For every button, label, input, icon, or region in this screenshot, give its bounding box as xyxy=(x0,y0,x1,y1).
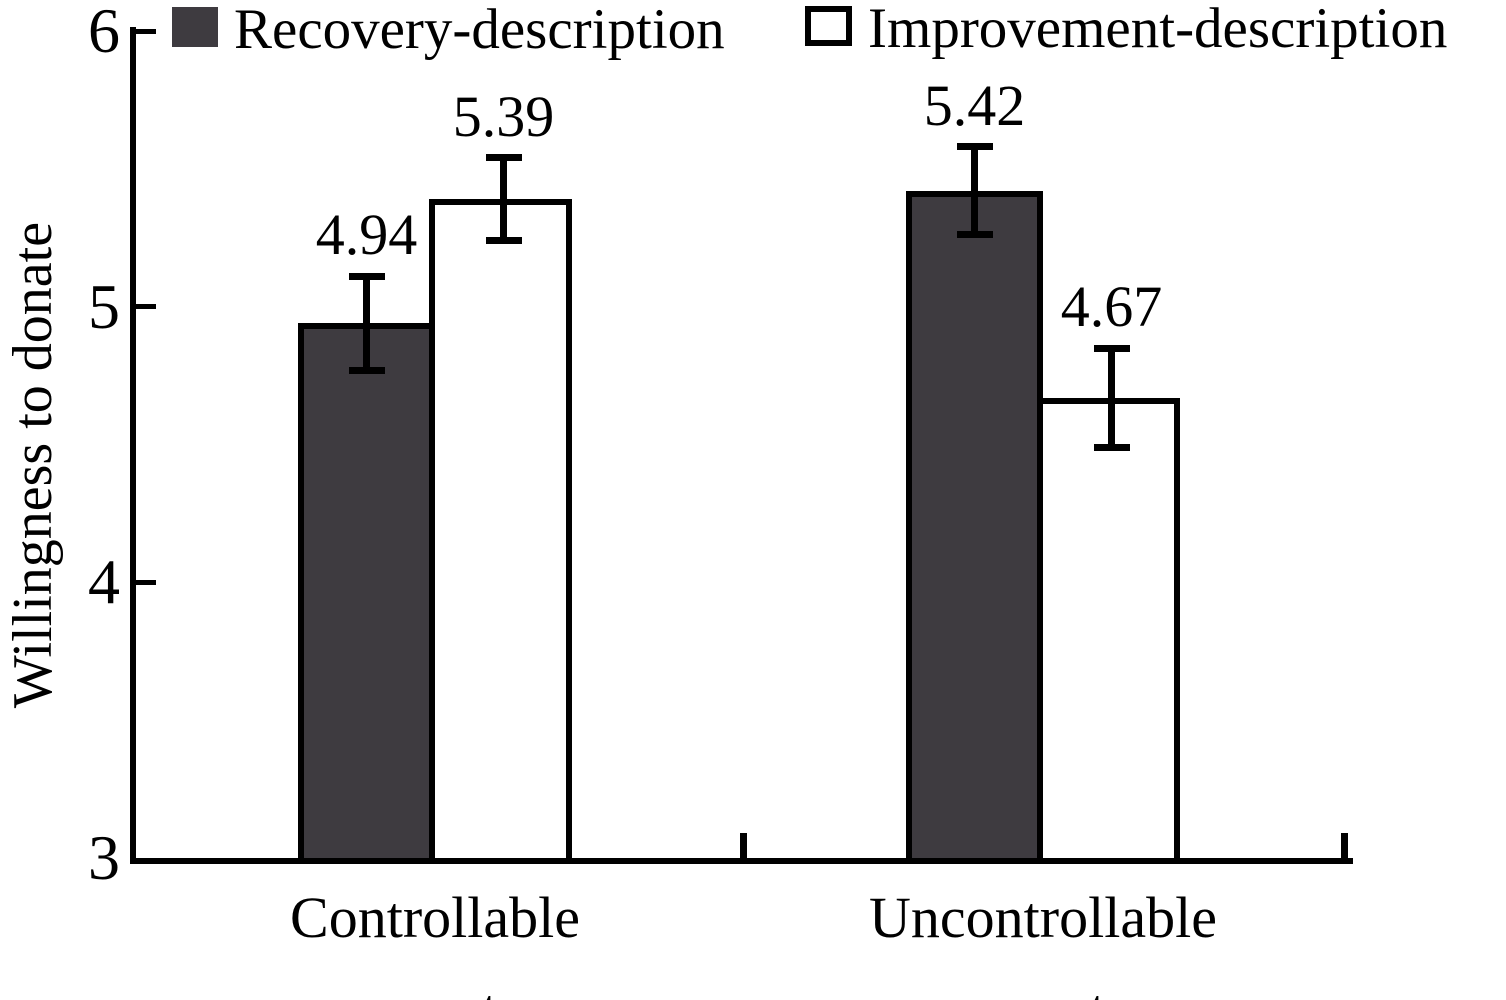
bar-recovery-description-controllable-event xyxy=(298,323,435,864)
legend-item-recovery-description: Recovery-description xyxy=(172,1,725,58)
error-cap-bottom-improvement-description-uncontrollable-event xyxy=(1093,443,1130,451)
legend-label-recovery-description: Recovery-description xyxy=(234,0,725,61)
error-cap-top-improvement-description-controllable-event xyxy=(485,154,522,162)
y-tick-5 xyxy=(136,304,156,310)
bar-improvement-description-controllable-event xyxy=(429,199,572,864)
y-tick-label-4: 4 xyxy=(88,546,120,618)
x-axis-line xyxy=(130,858,1353,864)
error-bar-recovery-description-controllable-event xyxy=(363,276,370,371)
legend-swatch-recovery-description xyxy=(172,7,218,47)
value-label-recovery-description-controllable-event: 4.94 xyxy=(315,202,418,268)
x-category-label-controllable-event: Controllableevent xyxy=(290,885,580,1000)
error-cap-top-recovery-description-controllable-event xyxy=(348,272,385,280)
error-bar-recovery-description-uncontrollable-event xyxy=(971,146,978,235)
bar-improvement-description-uncontrollable-event xyxy=(1037,397,1180,864)
y-tick-6 xyxy=(136,28,156,34)
legend-item-improvement-description: Improvement-description xyxy=(805,0,1447,57)
value-label-improvement-description-controllable-event: 5.39 xyxy=(452,83,555,149)
x-tick-2 xyxy=(1341,833,1348,858)
y-tick-4 xyxy=(136,579,156,585)
x-tick-1 xyxy=(740,833,747,858)
y-tick-label-5: 5 xyxy=(88,270,120,342)
error-bar-improvement-description-controllable-event xyxy=(500,157,507,241)
legend-swatch-improvement-description xyxy=(805,6,852,46)
value-label-recovery-description-uncontrollable-event: 5.42 xyxy=(923,72,1026,138)
y-tick-label-3: 3 xyxy=(88,822,120,893)
legend-label-improvement-description: Improvement-description xyxy=(868,0,1448,60)
error-cap-top-improvement-description-uncontrollable-event xyxy=(1093,344,1130,352)
error-bar-improvement-description-uncontrollable-event xyxy=(1108,348,1115,448)
error-cap-bottom-recovery-description-uncontrollable-event xyxy=(956,231,993,239)
x-category-label-uncontrollable-event: Uncontrollableevent xyxy=(869,885,1217,1000)
error-cap-bottom-recovery-description-controllable-event xyxy=(348,366,385,374)
y-axis-line xyxy=(130,27,136,864)
error-cap-bottom-improvement-description-controllable-event xyxy=(485,237,522,244)
value-label-improvement-description-uncontrollable-event: 4.67 xyxy=(1060,274,1163,340)
error-cap-top-recovery-description-uncontrollable-event xyxy=(956,143,993,151)
y-tick-label-6: 6 xyxy=(88,0,120,67)
